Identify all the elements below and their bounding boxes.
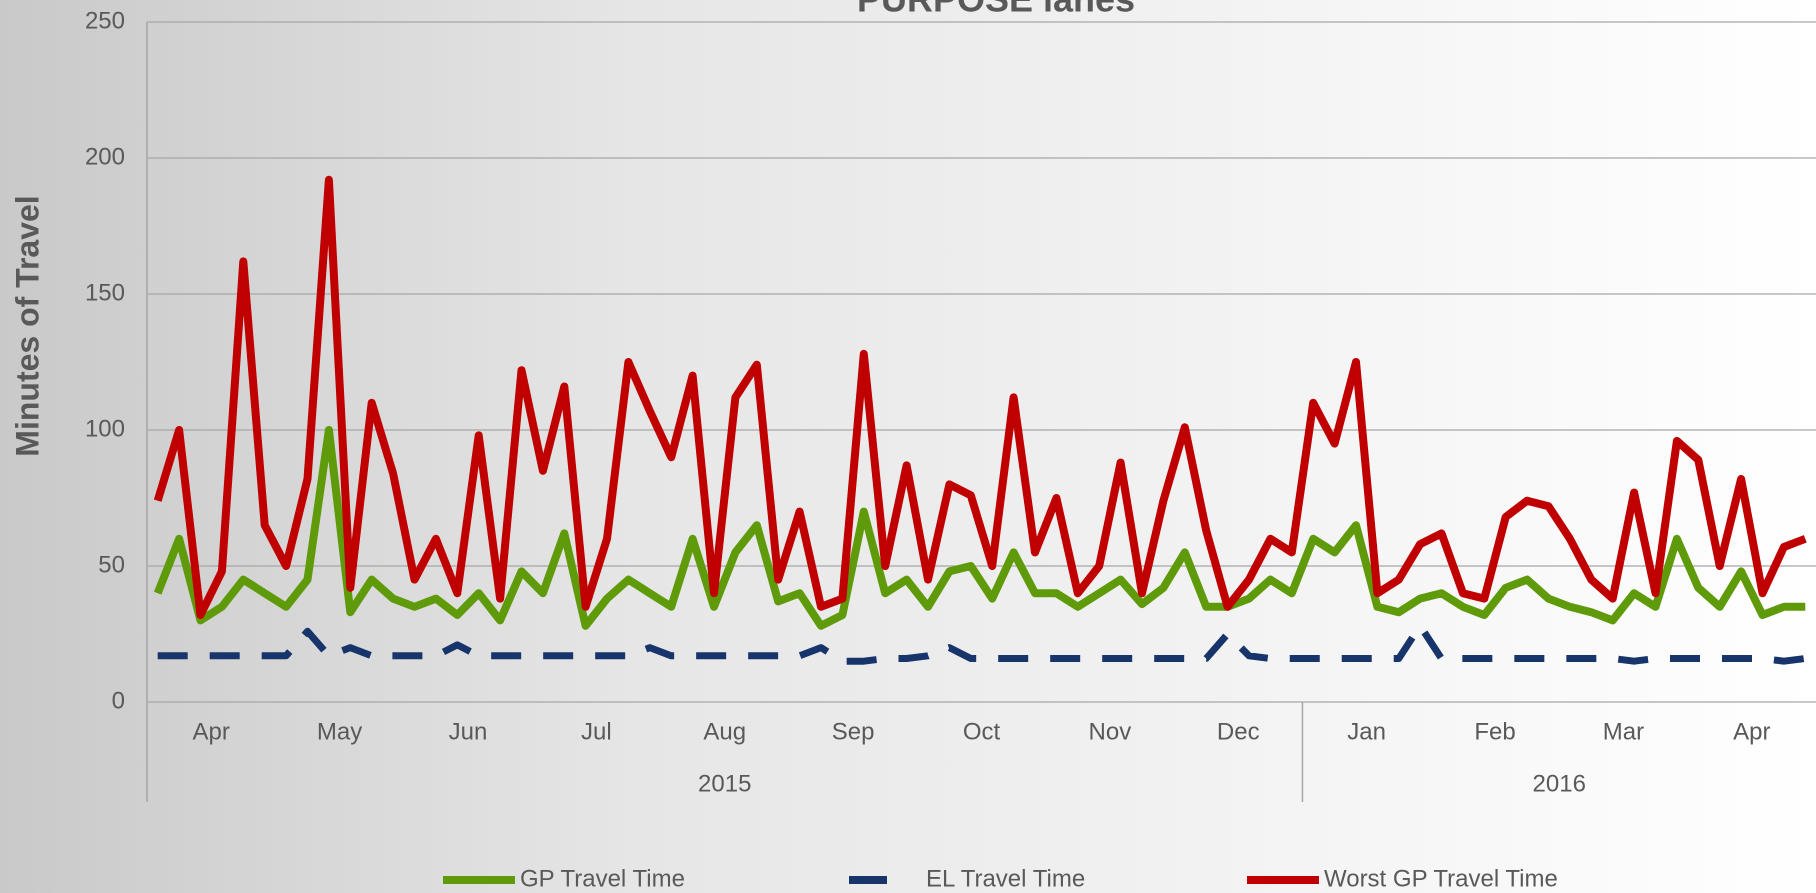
series-line (153, 175, 1807, 619)
x-tick-label: Nov (1089, 718, 1132, 745)
y-tick-label: 100 (85, 415, 125, 442)
x-tick-label: Feb (1474, 718, 1515, 745)
x-tick-label: Mar (1603, 718, 1644, 745)
y-tick-label: 150 (85, 279, 125, 306)
x-tick-label: Jul (581, 718, 612, 745)
x-group-label: 2016 (1533, 770, 1586, 797)
x-tick-label: Jun (449, 718, 488, 745)
x-tick-label: May (317, 718, 362, 745)
legend-label: EL Travel Time (926, 865, 1085, 892)
series-line (153, 426, 1806, 630)
chart-title: PURPOSE lanes¹ (857, 0, 1147, 20)
x-tick-label: Apr (193, 718, 230, 745)
x-tick-label: Oct (963, 718, 1001, 745)
x-tick-label: Aug (703, 718, 746, 745)
legend-label: GP Travel Time (520, 865, 685, 892)
y-tick-label: 200 (85, 143, 125, 170)
x-tick-label: Jan (1347, 718, 1386, 745)
y-tick-label: 0 (112, 687, 125, 714)
y-tick-label: 50 (98, 551, 125, 578)
y-axis-label: Minutes of Travel (9, 195, 45, 456)
legend-label: Worst GP Travel Time (1324, 865, 1558, 892)
y-tick-label: 250 (85, 7, 125, 34)
x-tick-label: Apr (1733, 718, 1770, 745)
x-tick-label: Dec (1217, 718, 1260, 745)
x-group-label: 2015 (698, 770, 751, 797)
x-tick-label: Sep (832, 718, 875, 745)
series-line (157, 622, 1806, 665)
